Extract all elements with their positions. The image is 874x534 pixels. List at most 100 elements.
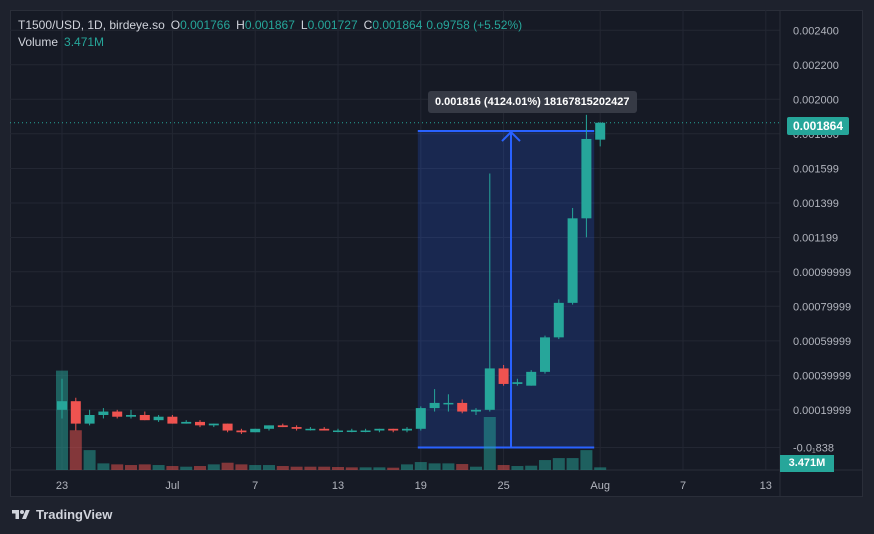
price-tick-label: 0.001199: [793, 232, 838, 244]
candle-body: [388, 428, 399, 431]
volume-bar: [194, 466, 206, 470]
price-tick-label: 0.002400: [793, 25, 839, 37]
volume-bar: [525, 465, 538, 470]
volume-bar: [180, 466, 193, 470]
volume-bar: [387, 467, 400, 470]
volume-row: Volume 3.471M: [18, 33, 522, 50]
volume-bar: [111, 464, 124, 470]
candle-body: [402, 428, 412, 431]
close-value: 0.001864: [372, 17, 423, 32]
brand-name: TradingView: [36, 507, 113, 522]
change-value: 0.o9758 (+5.52%): [426, 17, 523, 32]
time-tick-label: 7: [680, 480, 686, 492]
price-tick-label: 0.00019999: [793, 405, 851, 417]
candle-body: [346, 430, 357, 433]
candle-body: [98, 411, 109, 415]
tradingview-logo[interactable]: TradingView: [10, 507, 112, 522]
time-tick-label: 7: [252, 480, 258, 492]
low-label: L: [300, 17, 308, 32]
volume-bar: [539, 460, 551, 470]
time-tick-label: Aug: [590, 480, 610, 492]
volume-bar: [276, 466, 289, 470]
price-tick-label: 0.00039999: [793, 370, 851, 382]
volume-bar: [345, 467, 358, 470]
volume-bar: [263, 465, 275, 470]
volume-bar: [138, 464, 151, 470]
candle-body: [484, 368, 495, 410]
volume-bar: [304, 466, 317, 470]
high-label: H: [236, 17, 245, 32]
ohlc-row: T1500/USD, 1D, birdeye.so O 0.001766 H 0.0…: [18, 16, 522, 33]
candle-body: [153, 416, 164, 421]
volume-bar: [442, 463, 455, 470]
price-tick-label: 0.002000: [793, 94, 839, 106]
volume-bar: [152, 465, 165, 470]
volume-bar: [470, 466, 482, 470]
volume-bar: [580, 450, 593, 470]
candle-body: [360, 430, 371, 433]
volume-bar: [428, 463, 441, 470]
candle-body: [236, 430, 247, 433]
price-tick-label: 0.001599: [793, 163, 839, 175]
open-label: O: [170, 17, 181, 32]
time-tick-label: Jul: [165, 480, 179, 492]
candle-body: [429, 402, 440, 409]
volume-bar: [318, 466, 331, 470]
candle-body: [319, 428, 330, 431]
candle-body: [208, 423, 219, 426]
price-tick-label: 0.00079999: [793, 301, 851, 313]
chart-legend: T1500/USD, 1D, birdeye.so O 0.001766 H 0.0…: [18, 16, 522, 50]
candle-body: [305, 428, 316, 431]
open-value: 0.001766: [180, 17, 231, 32]
candle-body: [471, 409, 481, 412]
volume-bar: [511, 466, 524, 470]
volume-bar: [207, 464, 220, 470]
high-value: 0.001867: [244, 17, 295, 32]
volume-bar: [56, 370, 68, 470]
current-volume-tag: 3.471M: [780, 455, 834, 472]
volume-bar: [97, 463, 110, 470]
candle-body: [57, 401, 67, 410]
volume-bar: [373, 467, 386, 470]
candle-body: [526, 371, 537, 386]
volume-bar: [166, 466, 179, 470]
time-tick-label: 13: [332, 480, 344, 492]
volume-bar: [249, 465, 262, 470]
candle-body: [70, 401, 81, 424]
price-tick-label: 0.00099999: [793, 267, 851, 279]
close-label: C: [363, 17, 373, 32]
volume-bar: [566, 458, 579, 470]
candle-body: [112, 411, 123, 417]
volume-bar: [594, 467, 607, 470]
candle-body: [333, 430, 343, 433]
candle-body: [195, 421, 205, 426]
measure-range-box: [417, 131, 595, 448]
volume-bar: [221, 462, 234, 470]
volume-bar: [290, 466, 303, 470]
measure-arrow-head: [501, 130, 521, 142]
candle-body: [126, 414, 136, 417]
candle-body: [139, 414, 150, 421]
tradingview-icon: [12, 509, 30, 519]
time-tick-label: 19: [415, 480, 427, 492]
time-tick-label: 25: [497, 480, 509, 492]
candle-body: [498, 368, 509, 384]
symbol-label[interactable]: T1500/USD, 1D, birdeye.so: [18, 17, 165, 32]
time-tick-label: 13: [760, 480, 772, 492]
low-value: 0.001727: [307, 17, 358, 32]
candle-body: [84, 414, 95, 424]
price-tick-label: 0.002200: [793, 60, 839, 72]
candle-body: [181, 421, 192, 424]
volume-bar: [125, 465, 137, 470]
volume-bar: [69, 430, 82, 470]
volume-bar: [456, 464, 469, 470]
volume-bar: [483, 416, 496, 470]
candle-body: [443, 402, 454, 405]
price-tick-label: 0.001399: [793, 198, 839, 210]
volume-value: 3.471M: [64, 34, 105, 49]
candle-body: [291, 427, 302, 429]
candle-body: [567, 218, 578, 303]
volume-label[interactable]: Volume: [18, 34, 59, 49]
candle-body: [415, 408, 426, 429]
